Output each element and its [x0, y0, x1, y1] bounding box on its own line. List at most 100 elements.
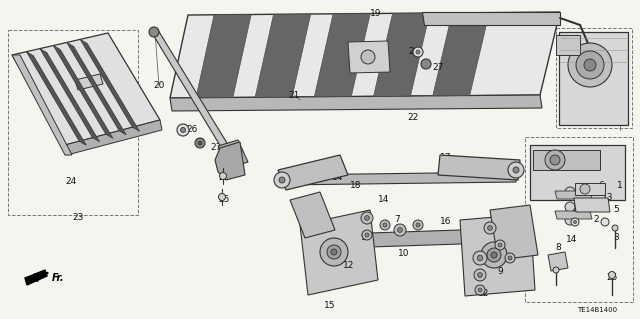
Text: TE14B1400: TE14B1400	[577, 307, 617, 313]
Circle shape	[495, 240, 505, 250]
Circle shape	[584, 59, 596, 71]
Text: 8: 8	[555, 243, 561, 253]
Bar	[8, 30, 138, 215]
Circle shape	[218, 194, 225, 201]
Polygon shape	[75, 74, 103, 90]
Circle shape	[573, 220, 577, 224]
Circle shape	[361, 212, 373, 224]
Polygon shape	[40, 48, 100, 142]
Circle shape	[220, 173, 227, 180]
Text: 16: 16	[440, 218, 452, 226]
Text: 25: 25	[532, 160, 544, 169]
Circle shape	[362, 230, 372, 240]
Polygon shape	[533, 150, 600, 170]
Circle shape	[565, 215, 575, 225]
Circle shape	[416, 223, 420, 227]
Polygon shape	[460, 214, 535, 296]
Text: 25: 25	[218, 174, 230, 182]
Circle shape	[477, 273, 483, 278]
Text: 20: 20	[154, 81, 164, 91]
Circle shape	[365, 233, 369, 237]
Circle shape	[413, 47, 423, 57]
Text: 14: 14	[566, 235, 578, 244]
Polygon shape	[215, 142, 245, 180]
Text: 23: 23	[72, 213, 84, 222]
Text: 19: 19	[371, 9, 381, 18]
Text: 7: 7	[394, 216, 400, 225]
Polygon shape	[310, 228, 520, 249]
Circle shape	[513, 167, 519, 173]
Text: 24: 24	[65, 177, 77, 187]
Text: Fr.: Fr.	[52, 273, 65, 283]
Circle shape	[601, 218, 609, 226]
Text: 12: 12	[343, 261, 355, 270]
Circle shape	[394, 224, 406, 236]
Circle shape	[421, 59, 431, 69]
Circle shape	[361, 50, 375, 64]
Polygon shape	[218, 140, 248, 168]
Text: 9: 9	[497, 268, 503, 277]
Circle shape	[475, 285, 485, 295]
Circle shape	[565, 202, 575, 212]
Polygon shape	[530, 145, 625, 200]
Circle shape	[478, 288, 482, 292]
Text: 21: 21	[288, 91, 300, 100]
Circle shape	[571, 218, 579, 226]
Polygon shape	[152, 30, 230, 152]
Text: 10: 10	[398, 249, 410, 258]
Polygon shape	[574, 198, 610, 212]
Polygon shape	[555, 211, 592, 219]
Polygon shape	[26, 52, 86, 145]
Text: 12: 12	[478, 290, 490, 299]
Text: 27: 27	[211, 143, 221, 152]
Polygon shape	[255, 14, 311, 97]
Text: 4: 4	[579, 50, 585, 60]
Text: 14: 14	[566, 205, 578, 214]
Text: 3: 3	[613, 234, 619, 242]
Circle shape	[491, 252, 497, 258]
Circle shape	[568, 43, 612, 87]
Circle shape	[609, 271, 616, 278]
Circle shape	[416, 50, 420, 54]
Circle shape	[580, 184, 590, 194]
Circle shape	[505, 253, 515, 263]
Text: 15: 15	[324, 300, 336, 309]
Polygon shape	[170, 95, 542, 111]
Circle shape	[383, 223, 387, 227]
Bar	[556, 28, 632, 128]
Polygon shape	[559, 32, 628, 125]
Polygon shape	[196, 14, 252, 98]
Polygon shape	[67, 42, 126, 135]
Circle shape	[545, 150, 565, 170]
Circle shape	[195, 138, 205, 148]
Circle shape	[473, 251, 487, 265]
Text: 22: 22	[408, 114, 419, 122]
Circle shape	[180, 128, 186, 132]
Text: 9: 9	[360, 234, 366, 242]
Circle shape	[612, 225, 618, 231]
Text: 14: 14	[332, 174, 344, 182]
Circle shape	[484, 222, 496, 234]
Polygon shape	[314, 13, 371, 97]
Polygon shape	[490, 205, 538, 260]
Bar	[525, 137, 633, 302]
Circle shape	[474, 269, 486, 281]
Text: 25: 25	[218, 196, 230, 204]
Circle shape	[327, 245, 341, 259]
Polygon shape	[80, 39, 140, 131]
Polygon shape	[433, 12, 490, 96]
Polygon shape	[170, 12, 560, 98]
Text: 17: 17	[440, 153, 452, 162]
Circle shape	[331, 249, 337, 255]
Polygon shape	[555, 191, 592, 199]
Polygon shape	[422, 12, 560, 25]
Circle shape	[477, 255, 483, 261]
Polygon shape	[548, 252, 568, 271]
Polygon shape	[556, 35, 580, 55]
Circle shape	[576, 51, 604, 79]
Polygon shape	[53, 46, 113, 138]
Polygon shape	[348, 41, 390, 73]
Circle shape	[550, 155, 560, 165]
Text: 5: 5	[613, 205, 619, 214]
Text: 26: 26	[408, 48, 420, 56]
